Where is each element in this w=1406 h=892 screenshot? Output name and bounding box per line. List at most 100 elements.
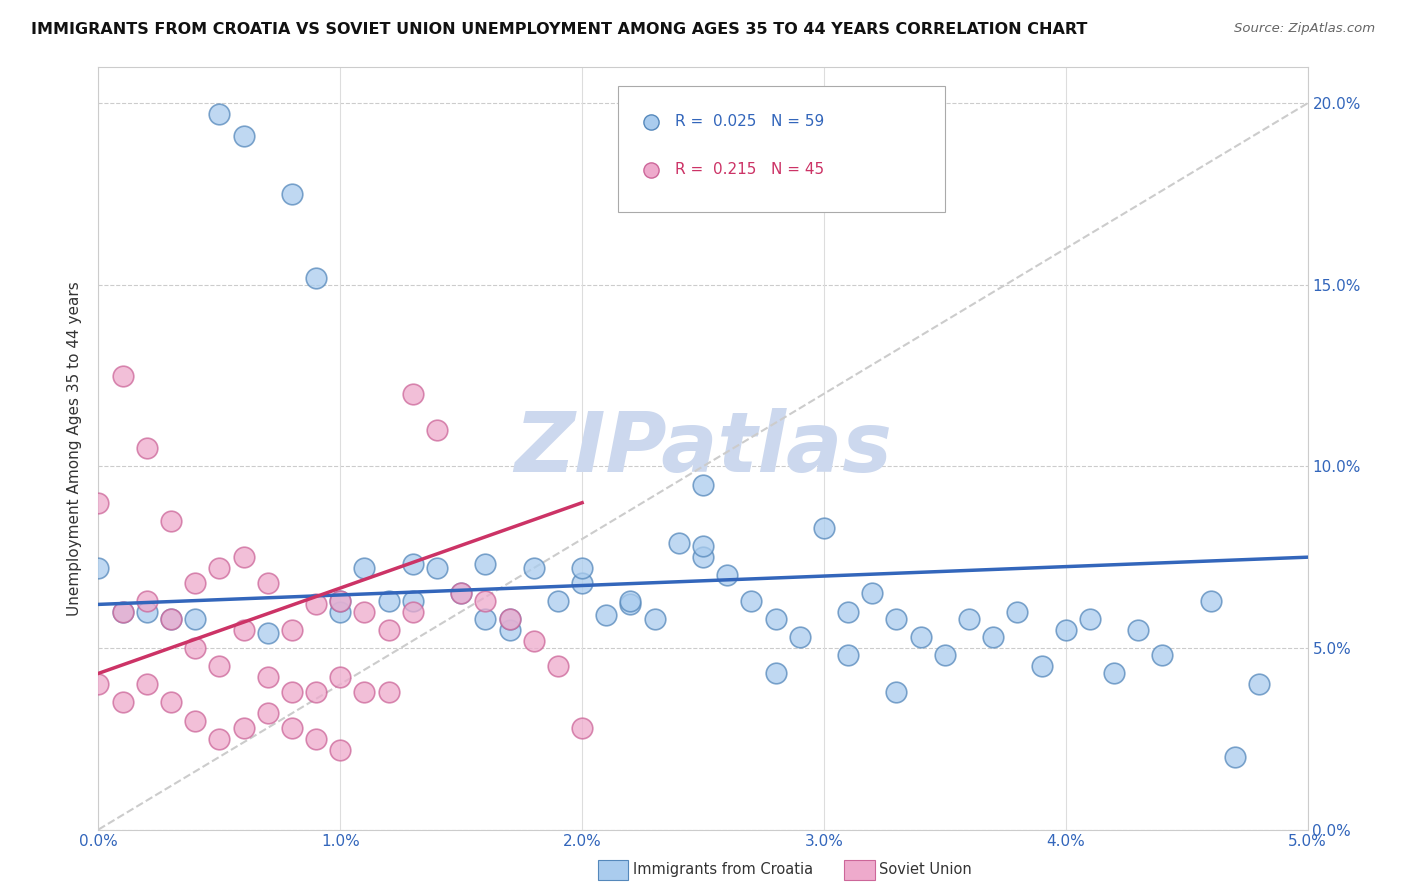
Point — [402, 558, 425, 572]
Point — [523, 561, 546, 575]
Point — [595, 608, 617, 623]
Point — [1128, 623, 1150, 637]
Point — [1078, 612, 1101, 626]
Point — [619, 598, 641, 612]
Point — [474, 594, 496, 608]
Point — [281, 187, 304, 202]
Point — [789, 630, 811, 644]
Point — [208, 731, 231, 746]
Point — [934, 648, 956, 663]
Point — [813, 521, 835, 535]
Point — [305, 731, 328, 746]
Point — [353, 561, 375, 575]
Point — [232, 128, 254, 143]
Point — [208, 659, 231, 673]
FancyBboxPatch shape — [619, 86, 945, 211]
Point — [256, 706, 278, 721]
Point — [184, 575, 207, 590]
Point — [135, 594, 157, 608]
Y-axis label: Unemployment Among Ages 35 to 44 years: Unemployment Among Ages 35 to 44 years — [67, 281, 83, 615]
Point — [329, 670, 352, 684]
Point — [668, 535, 690, 549]
Point — [281, 721, 304, 735]
Point — [692, 539, 714, 553]
Point — [111, 605, 134, 619]
Text: R =  0.025   N = 59: R = 0.025 N = 59 — [675, 114, 824, 129]
Point — [886, 612, 908, 626]
Point — [377, 684, 399, 698]
Point — [498, 612, 520, 626]
Point — [474, 558, 496, 572]
Point — [426, 423, 449, 437]
Text: Soviet Union: Soviet Union — [879, 863, 972, 877]
Point — [1152, 648, 1174, 663]
Point — [281, 623, 304, 637]
Point — [87, 677, 110, 691]
Point — [208, 107, 231, 121]
Point — [837, 605, 859, 619]
Text: R =  0.215   N = 45: R = 0.215 N = 45 — [675, 162, 824, 178]
Point — [740, 594, 762, 608]
Text: ZIPatlas: ZIPatlas — [515, 408, 891, 489]
Point — [619, 594, 641, 608]
Point — [547, 594, 569, 608]
Point — [377, 594, 399, 608]
Text: IMMIGRANTS FROM CROATIA VS SOVIET UNION UNEMPLOYMENT AMONG AGES 35 TO 44 YEARS C: IMMIGRANTS FROM CROATIA VS SOVIET UNION … — [31, 22, 1087, 37]
Point — [498, 623, 520, 637]
Point — [135, 605, 157, 619]
Point — [305, 598, 328, 612]
Point — [692, 550, 714, 565]
Point — [87, 496, 110, 510]
Point — [1054, 623, 1077, 637]
Point — [1223, 750, 1246, 764]
Point — [402, 386, 425, 401]
Point — [184, 612, 207, 626]
Point — [886, 684, 908, 698]
Point — [523, 633, 546, 648]
Text: Immigrants from Croatia: Immigrants from Croatia — [633, 863, 813, 877]
Point — [571, 575, 593, 590]
Point — [644, 612, 666, 626]
Point — [981, 630, 1004, 644]
Point — [571, 721, 593, 735]
Point — [377, 623, 399, 637]
Point — [160, 695, 183, 709]
Point — [692, 477, 714, 491]
Point — [957, 612, 980, 626]
Point — [1102, 666, 1125, 681]
Point — [256, 670, 278, 684]
Point — [353, 684, 375, 698]
Point — [426, 561, 449, 575]
Point — [184, 714, 207, 728]
Point — [256, 626, 278, 640]
Point — [329, 594, 352, 608]
Point — [111, 695, 134, 709]
Text: Source: ZipAtlas.com: Source: ZipAtlas.com — [1234, 22, 1375, 36]
Point — [1249, 677, 1271, 691]
Point — [450, 586, 472, 600]
Point — [571, 561, 593, 575]
Point — [232, 623, 254, 637]
Point — [353, 605, 375, 619]
Point — [547, 659, 569, 673]
Point — [160, 612, 183, 626]
Point — [329, 594, 352, 608]
Point — [184, 640, 207, 655]
Point — [1031, 659, 1053, 673]
Point — [281, 684, 304, 698]
Point — [837, 648, 859, 663]
Point — [329, 605, 352, 619]
Point — [910, 630, 932, 644]
Point — [765, 612, 787, 626]
Point — [1007, 605, 1029, 619]
Point — [498, 612, 520, 626]
Point — [232, 721, 254, 735]
Point — [716, 568, 738, 582]
Point — [87, 561, 110, 575]
Point — [256, 575, 278, 590]
Point — [305, 684, 328, 698]
Point — [474, 612, 496, 626]
Point — [860, 586, 883, 600]
Point — [135, 442, 157, 455]
Point — [765, 666, 787, 681]
